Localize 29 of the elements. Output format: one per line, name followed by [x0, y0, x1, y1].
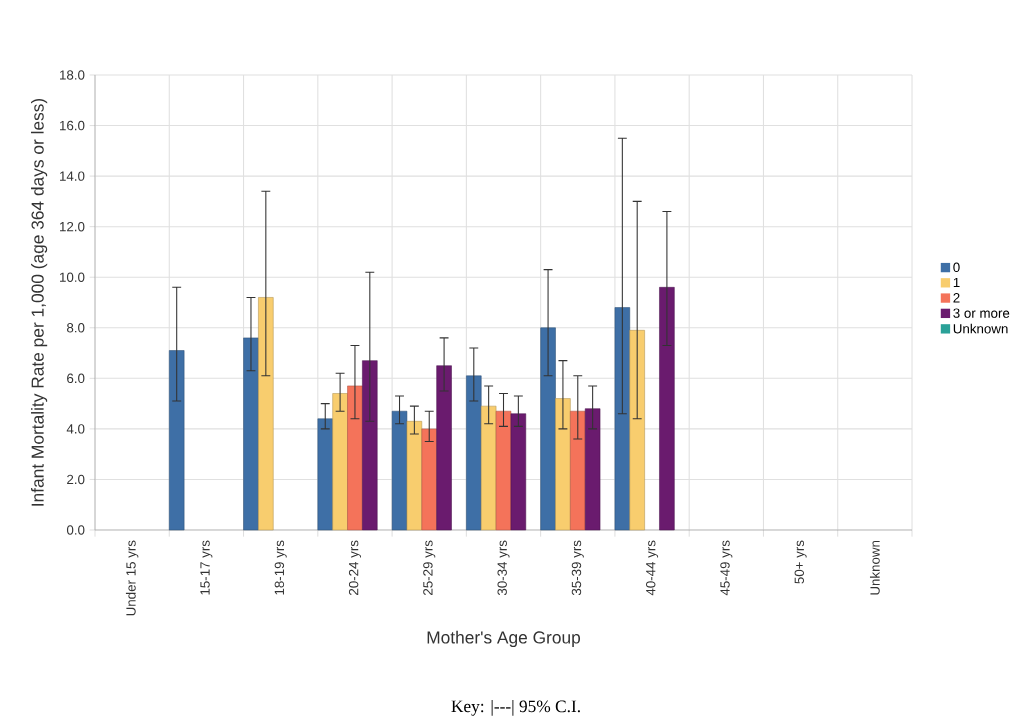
text: Key: |---| 95% C.I. [451, 699, 580, 716]
y-tick-label: 2.0 [67, 474, 85, 485]
legend-label: 0 [953, 262, 960, 273]
y-tick-label: 18.0 [60, 70, 85, 80]
y-tick-label: 16.0 [60, 120, 85, 131]
x-tick-label: 25-29 yrs [423, 540, 436, 595]
x-tick-label: 50+ yrs [794, 540, 807, 584]
x-tick-label: 15-17 yrs [200, 540, 213, 595]
y-tick-label: 12.0 [60, 221, 85, 232]
x-tick-label: 30-34 yrs [497, 540, 510, 596]
x-tick-label: 18-19 yrs [274, 540, 287, 595]
y-tick-label: 14.0 [60, 171, 85, 181]
legend-label: Unknown [953, 323, 1008, 334]
x-tick-label: Under 15 yrs [125, 540, 139, 616]
y-tick-label: 0.0 [66, 525, 85, 535]
x-tick-label: Unknown [869, 540, 880, 595]
legend-label: 3 or more [953, 308, 1010, 318]
legend-label: 1 [953, 277, 960, 288]
x-axis-title: Mother's Age Group [427, 630, 581, 648]
x-tick-label: 45-49 yrs [720, 540, 733, 596]
y-tick-label: 8.0 [67, 323, 85, 333]
x-tick-label: 40-44 yrs [646, 540, 659, 596]
y-tick-label: 4.0 [66, 424, 85, 434]
legend-label: 2 [953, 293, 960, 303]
y-axis-title: Infant Mortality Rate per 1,000 (age 364 days or less) [31, 98, 48, 506]
y-tick-label: 10.0 [60, 272, 85, 282]
x-tick-label: 35-39 yrs [571, 540, 584, 596]
y-tick-label: 6.0 [67, 373, 85, 384]
x-tick-label: 20-24 yrs [348, 540, 361, 595]
